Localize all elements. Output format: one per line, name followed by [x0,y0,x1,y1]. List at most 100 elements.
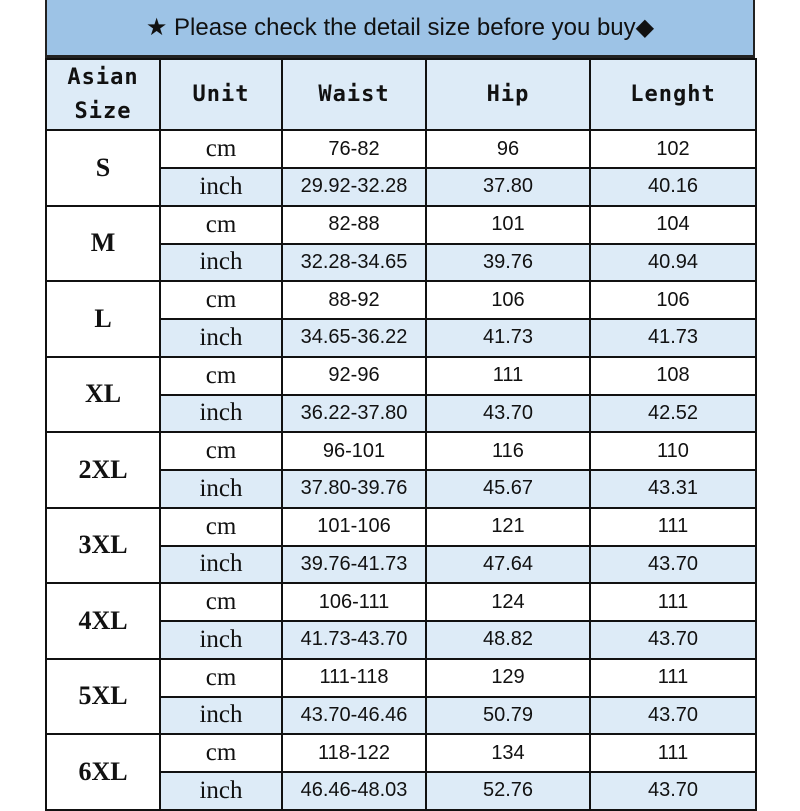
unit-label: cm [159,129,283,169]
table-row: inch 41.73-43.70 48.82 43.70 [46,620,757,660]
hip-value: 124 [425,582,591,622]
size-label: XL [45,355,161,433]
unit-label: cm [159,657,283,698]
table-row: 4XL cm 106-111 124 111 [45,582,757,660]
unit-label: cm [159,582,283,622]
hip-value: 37.80 [425,167,591,207]
waist-value: 82-88 [281,204,427,245]
waist-value: 106-111 [281,582,427,622]
hip-value: 52.76 [425,771,591,811]
waist-value: 46.46-48.03 [281,771,427,811]
table-row: inch 29.92-32.28 37.80 40.16 [46,167,757,207]
waist-value: 39.76-41.73 [281,544,427,584]
length-value: 43.70 [589,771,757,811]
length-value: 43.31 [589,469,757,509]
unit-label: inch [159,242,283,282]
length-value: 41.73 [589,318,757,358]
length-value: 43.70 [589,695,757,735]
length-value: 111 [589,657,757,698]
header-hip: Hip [425,58,591,131]
unit-label: inch [159,771,283,811]
waist-value: 118-122 [281,733,427,773]
unit-label: cm [159,280,283,320]
table-row: inch 36.22-37.80 43.70 42.52 [46,393,757,433]
title-banner: ★ Please check the detail size before yo… [45,0,755,58]
size-label: M [45,204,161,282]
waist-value: 41.73-43.70 [281,620,427,660]
length-value: 106 [589,280,757,320]
hip-value: 39.76 [425,242,591,282]
waist-value: 37.80-39.76 [281,469,427,509]
length-value: 111 [589,733,757,773]
unit-label: cm [159,204,283,245]
hip-value: 111 [425,355,591,396]
hip-value: 43.70 [425,393,591,433]
hip-value: 45.67 [425,469,591,509]
hip-value: 41.73 [425,318,591,358]
waist-value: 96-101 [281,431,427,471]
unit-label: inch [159,620,283,660]
length-value: 42.52 [589,393,757,433]
unit-label: cm [159,506,283,547]
unit-label: cm [159,733,283,773]
table-row: inch 32.28-34.65 39.76 40.94 [46,242,757,282]
header-length: Lenght [589,58,757,131]
length-value: 40.16 [589,167,757,207]
size-label: 6XL [45,733,161,811]
size-label: S [45,129,161,207]
header-asian-size: Asian Size [45,58,161,131]
table-row: inch 37.80-39.76 45.67 43.31 [46,469,757,509]
length-value: 110 [589,431,757,471]
hip-value: 129 [425,657,591,698]
table-row: 5XL cm 111-118 129 111 [45,657,757,735]
table-row: inch 39.76-41.73 47.64 43.70 [46,544,757,584]
hip-value: 106 [425,280,591,320]
table-row: inch 43.70-46.46 50.79 43.70 [46,695,757,735]
waist-value: 76-82 [281,129,427,169]
length-value: 102 [589,129,757,169]
unit-label: inch [159,544,283,584]
hip-value: 101 [425,204,591,245]
size-label: L [45,280,161,358]
waist-value: 101-106 [281,506,427,547]
hip-value: 47.64 [425,544,591,584]
unit-label: inch [159,318,283,358]
waist-value: 111-118 [281,657,427,698]
table-row: XL cm 92-96 111 108 [45,355,757,433]
size-chart: ★ Please check the detail size before yo… [45,0,757,811]
size-label: 4XL [45,582,161,660]
waist-value: 36.22-37.80 [281,393,427,433]
unit-label: inch [159,469,283,509]
hip-value: 121 [425,506,591,547]
header-waist: Waist [281,58,427,131]
waist-value: 92-96 [281,355,427,396]
unit-label: inch [159,167,283,207]
unit-label: cm [159,431,283,471]
length-value: 40.94 [589,242,757,282]
waist-value: 43.70-46.46 [281,695,427,735]
header-row: Asian Size Unit Waist Hip Lenght [45,58,757,131]
hip-value: 96 [425,129,591,169]
unit-label: inch [159,695,283,735]
size-label: 2XL [45,431,161,509]
hip-value: 116 [425,431,591,471]
length-value: 104 [589,204,757,245]
length-value: 43.70 [589,620,757,660]
hip-value: 48.82 [425,620,591,660]
table-row: inch 34.65-36.22 41.73 41.73 [46,318,757,358]
size-label: 3XL [45,506,161,584]
waist-value: 88-92 [281,280,427,320]
table-row: 6XL cm 118-122 134 111 [45,733,757,811]
header-unit: Unit [159,58,283,131]
table-row: 3XL cm 101-106 121 111 [45,506,757,584]
length-value: 108 [589,355,757,396]
unit-label: inch [159,393,283,433]
length-value: 111 [589,506,757,547]
unit-label: cm [159,355,283,396]
table-row: 2XL cm 96-101 116 110 [45,431,757,509]
hip-value: 50.79 [425,695,591,735]
